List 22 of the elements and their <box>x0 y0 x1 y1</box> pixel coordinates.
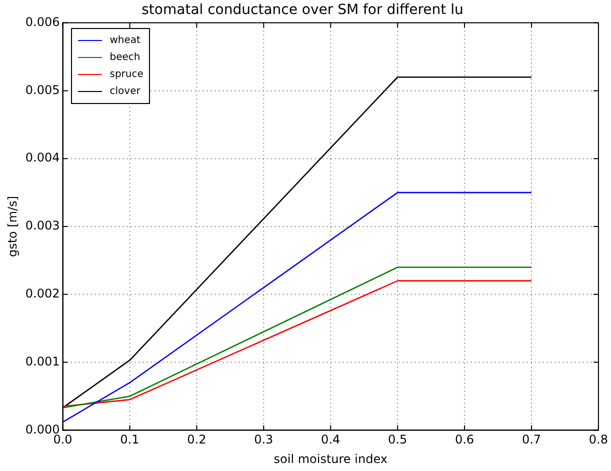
x-tick-label: 0.6 <box>454 432 474 447</box>
y-tick-label: 0.005 <box>25 82 60 97</box>
x-tick-label: 0.1 <box>120 432 140 447</box>
x-tick-label: 0.3 <box>254 432 274 447</box>
y-tick-label: 0.001 <box>25 354 60 368</box>
x-tick-label: 0.0 <box>53 432 72 447</box>
y-tick-label: 0.002 <box>25 286 60 301</box>
x-axis-title: soil moisture index <box>274 452 388 466</box>
legend-label: wheat <box>110 34 140 46</box>
x-tick-label: 0.8 <box>588 432 608 447</box>
legend-label: beech <box>110 52 140 63</box>
legend-label: clover <box>110 86 140 97</box>
y-tick-label: 0.004 <box>25 150 60 165</box>
chart-title: stomatal conductance over SM for different lu <box>142 2 464 18</box>
y-tick-label: 0.003 <box>25 218 60 233</box>
x-tick-label: 0.4 <box>321 432 340 447</box>
x-tick-label: 0.7 <box>522 432 542 447</box>
y-tick-label: 0.006 <box>25 14 60 29</box>
x-tick-label: 0.2 <box>187 432 206 447</box>
y-axis-title: gsto [m/s] <box>5 196 20 258</box>
legend-label: spruce <box>110 68 144 80</box>
x-tick-label: 0.5 <box>388 432 408 447</box>
